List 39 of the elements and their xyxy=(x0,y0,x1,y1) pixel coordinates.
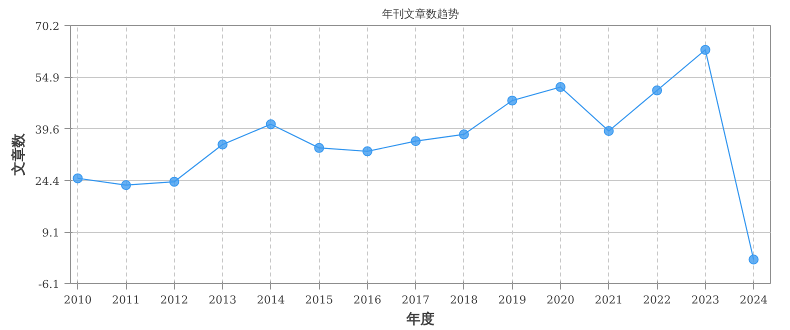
x-tick-label: 2024 xyxy=(740,294,768,306)
x-tick-label: 2021 xyxy=(594,294,623,306)
x-tick-label: 2014 xyxy=(256,294,285,306)
y-tick-label: 70.2 xyxy=(35,20,60,33)
point xyxy=(556,82,566,92)
y-tick-label: 54.9 xyxy=(35,72,60,85)
x-axis-title: 年度 xyxy=(406,310,434,328)
point xyxy=(121,180,132,190)
x-tick-label: 2018 xyxy=(450,294,478,306)
x-tick-label: 2016 xyxy=(353,294,382,306)
point xyxy=(748,254,759,264)
y-tick-label: 39.6 xyxy=(35,123,60,136)
point xyxy=(169,176,180,187)
y-tick-label: 9.1 xyxy=(42,226,60,240)
x-tick-label: 2015 xyxy=(305,294,334,306)
point xyxy=(266,119,276,130)
x-tick-label: 2010 xyxy=(64,294,92,306)
chart-title: 年刊文章数趋势 xyxy=(382,8,459,20)
point xyxy=(72,173,83,184)
x-tick-label: 2023 xyxy=(691,294,720,306)
point xyxy=(410,136,421,146)
point xyxy=(652,85,662,96)
x-tick-label: 2017 xyxy=(402,294,430,306)
y-axis-title: 文章数 xyxy=(10,132,28,176)
y-tick-label: 24.4 xyxy=(35,174,60,188)
x-tick-label: 2013 xyxy=(208,294,237,306)
x-tick-label: 2020 xyxy=(546,294,575,306)
x-tick-label: 2012 xyxy=(160,294,188,306)
point xyxy=(218,140,228,150)
x-tick-label: 2011 xyxy=(112,294,140,306)
point xyxy=(604,126,614,136)
point xyxy=(700,44,710,55)
y-tick-label: -6.1 xyxy=(38,278,60,291)
x-tick-label: 2022 xyxy=(643,294,672,306)
point xyxy=(507,96,518,106)
point xyxy=(458,129,469,140)
point xyxy=(362,146,372,156)
x-tick-label: 2019 xyxy=(498,294,526,306)
point xyxy=(314,142,324,153)
